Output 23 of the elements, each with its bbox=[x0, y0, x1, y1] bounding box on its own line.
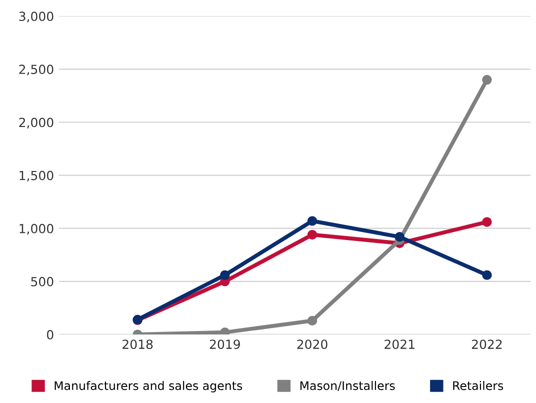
point bbox=[307, 216, 318, 226]
y-tick-label: 500 bbox=[31, 276, 54, 286]
y-tick-label: 3,000 bbox=[19, 12, 54, 22]
point bbox=[307, 316, 318, 326]
y-tick-label: 2,500 bbox=[19, 64, 54, 76]
point bbox=[220, 270, 230, 280]
legend-label: Mason/Installers bbox=[300, 380, 395, 392]
point bbox=[482, 270, 492, 280]
point bbox=[394, 232, 404, 242]
point bbox=[482, 217, 492, 227]
x-tick-label: 2021 bbox=[384, 340, 414, 350]
x-tick-label: 2019 bbox=[210, 340, 240, 350]
point bbox=[307, 230, 318, 240]
y-tick-label: 2,000 bbox=[19, 118, 54, 128]
y-tick-label: 1,500 bbox=[20, 170, 54, 182]
x-tick-label: 2018 bbox=[122, 340, 153, 350]
x-tick-label: 2022 bbox=[472, 340, 502, 350]
legend-label: Retailers bbox=[453, 380, 504, 390]
y-tick-label: 0 bbox=[46, 330, 54, 340]
x-tick-label: 2020 bbox=[297, 340, 328, 350]
legend-label: Manufacturers and sales agents bbox=[54, 380, 242, 392]
y-tick-label: 1,000 bbox=[20, 224, 54, 235]
point bbox=[482, 74, 492, 85]
